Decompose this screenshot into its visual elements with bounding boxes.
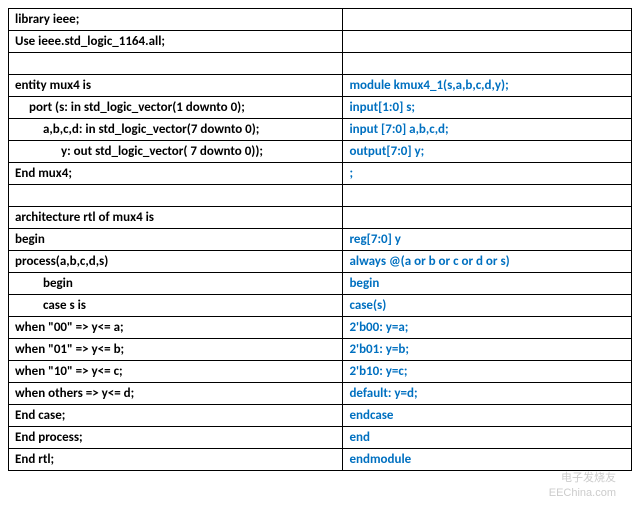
vhdl-cell: End mux4; <box>9 163 343 185</box>
vhdl-cell <box>9 185 343 207</box>
vhdl-cell: process(a,b,c,d,s) <box>9 251 343 273</box>
table-body: library ieee;Use ieee.std_logic_1164.all… <box>9 9 632 471</box>
verilog-cell: begin <box>343 273 632 295</box>
vhdl-cell: y: out std_logic_vector( 7 downto 0)); <box>9 141 343 163</box>
vhdl-cell <box>9 53 343 75</box>
vhdl-cell: library ieee; <box>9 9 343 31</box>
table-row: entity mux4 ismodule kmux4_1(s,a,b,c,d,y… <box>9 75 632 97</box>
vhdl-cell: when "01" => y<= b; <box>9 339 343 361</box>
table-row: End process;end <box>9 427 632 449</box>
verilog-cell <box>343 207 632 229</box>
verilog-cell: case(s) <box>343 295 632 317</box>
verilog-cell: end <box>343 427 632 449</box>
verilog-cell: 2'b00: y=a; <box>343 317 632 339</box>
table-row <box>9 185 632 207</box>
table-row: End case;endcase <box>9 405 632 427</box>
verilog-cell: default: y=d; <box>343 383 632 405</box>
verilog-cell <box>343 31 632 53</box>
verilog-cell: module kmux4_1(s,a,b,c,d,y); <box>343 75 632 97</box>
verilog-cell: reg[7:0] y <box>343 229 632 251</box>
table-row: a,b,c,d: in std_logic_vector(7 downto 0)… <box>9 119 632 141</box>
watermark-logo: 电子发烧友 <box>561 469 616 485</box>
verilog-cell: always @(a or b or c or d or s) <box>343 251 632 273</box>
verilog-cell: 2'b01: y=b; <box>343 339 632 361</box>
table-row: case s iscase(s) <box>9 295 632 317</box>
verilog-cell: input [7:0] a,b,c,d; <box>343 119 632 141</box>
table-row: when "10" => y<= c;2'b10: y=c; <box>9 361 632 383</box>
vhdl-cell: port (s: in std_logic_vector(1 downto 0)… <box>9 97 343 119</box>
verilog-cell: endmodule <box>343 449 632 471</box>
verilog-cell <box>343 185 632 207</box>
table-row: End mux4;; <box>9 163 632 185</box>
vhdl-cell: End case; <box>9 405 343 427</box>
table-row: Use ieee.std_logic_1164.all; <box>9 31 632 53</box>
table-row: beginbegin <box>9 273 632 295</box>
table-row: End rtl;endmodule <box>9 449 632 471</box>
verilog-cell: endcase <box>343 405 632 427</box>
table-row: when "00" => y<= a;2'b00: y=a; <box>9 317 632 339</box>
verilog-cell <box>343 53 632 75</box>
watermark-url: EEChina.com <box>549 487 616 499</box>
verilog-cell: input[1:0] s; <box>343 97 632 119</box>
table-row: library ieee; <box>9 9 632 31</box>
vhdl-cell: when "10" => y<= c; <box>9 361 343 383</box>
vhdl-cell: case s is <box>9 295 343 317</box>
vhdl-cell: a,b,c,d: in std_logic_vector(7 downto 0)… <box>9 119 343 141</box>
table-row: port (s: in std_logic_vector(1 downto 0)… <box>9 97 632 119</box>
verilog-cell: ; <box>343 163 632 185</box>
verilog-cell: 2'b10: y=c; <box>343 361 632 383</box>
verilog-cell: output[7:0] y; <box>343 141 632 163</box>
code-comparison-table: library ieee;Use ieee.std_logic_1164.all… <box>8 8 632 471</box>
table-row <box>9 53 632 75</box>
vhdl-cell: when others => y<= d; <box>9 383 343 405</box>
vhdl-cell: entity mux4 is <box>9 75 343 97</box>
vhdl-cell: when "00" => y<= a; <box>9 317 343 339</box>
vhdl-cell: Use ieee.std_logic_1164.all; <box>9 31 343 53</box>
table-row: process(a,b,c,d,s)always @(a or b or c o… <box>9 251 632 273</box>
vhdl-cell: End process; <box>9 427 343 449</box>
verilog-cell <box>343 9 632 31</box>
vhdl-cell: End rtl; <box>9 449 343 471</box>
table-row: y: out std_logic_vector( 7 downto 0));ou… <box>9 141 632 163</box>
table-row: beginreg[7:0] y <box>9 229 632 251</box>
vhdl-cell: begin <box>9 273 343 295</box>
table-row: architecture rtl of mux4 is <box>9 207 632 229</box>
table-row: when others => y<= d;default: y=d; <box>9 383 632 405</box>
vhdl-cell: begin <box>9 229 343 251</box>
table-row: when "01" => y<= b;2'b01: y=b; <box>9 339 632 361</box>
vhdl-cell: architecture rtl of mux4 is <box>9 207 343 229</box>
